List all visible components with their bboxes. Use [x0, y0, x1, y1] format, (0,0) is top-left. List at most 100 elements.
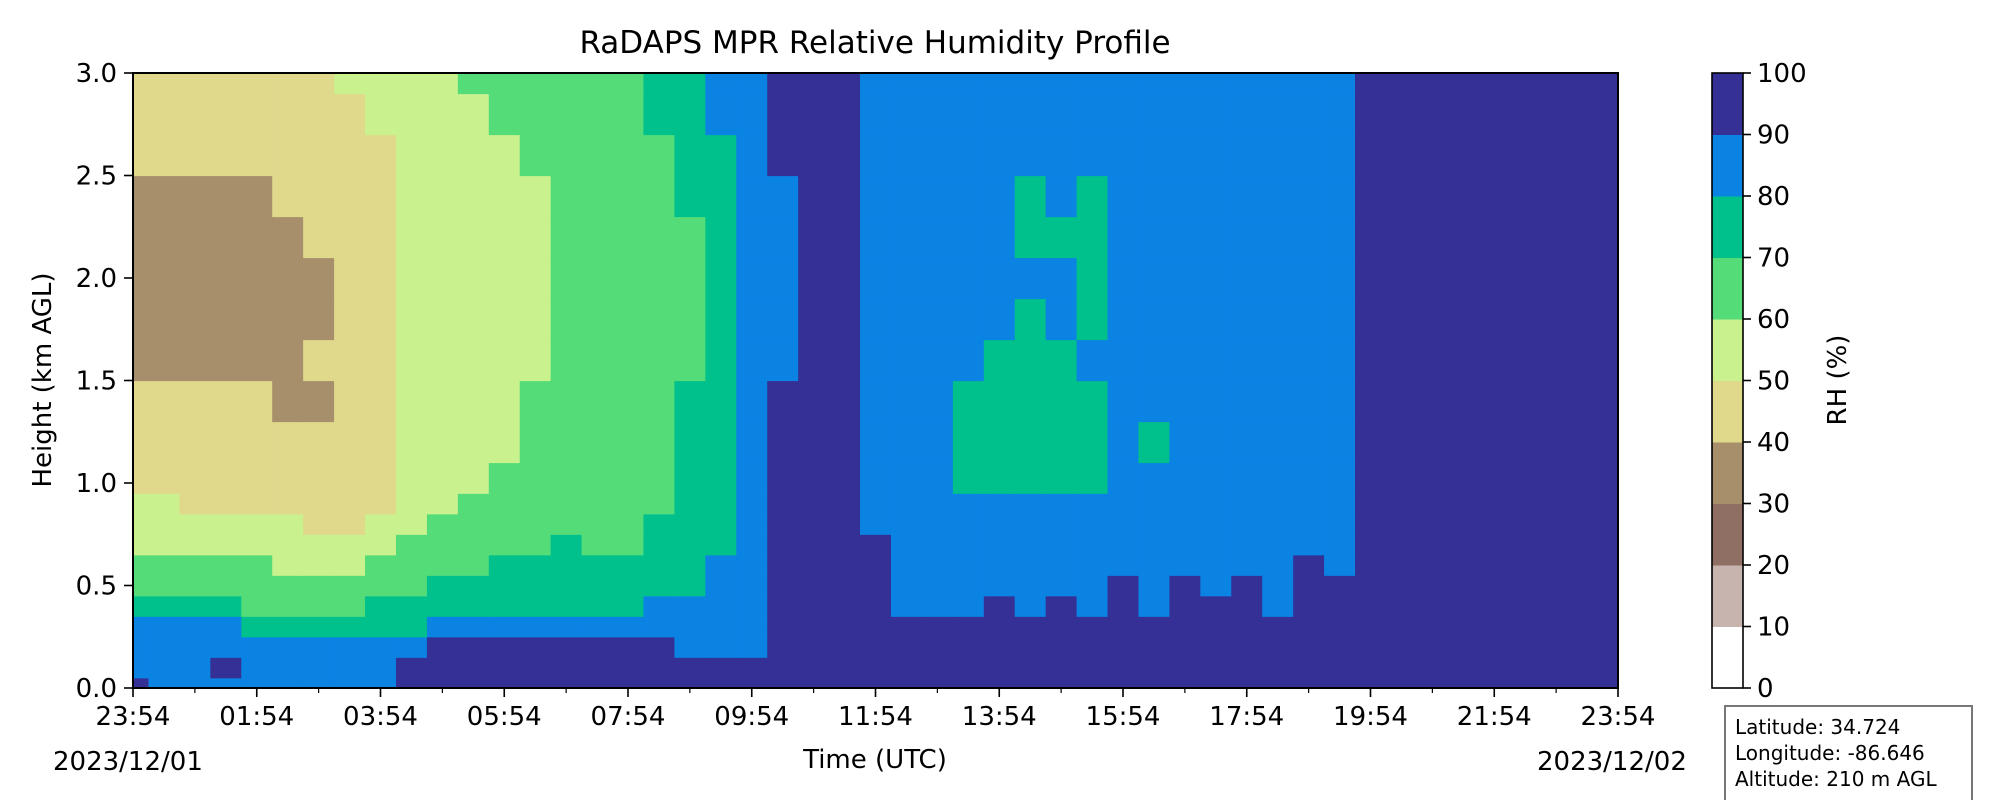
rh-cell: [1293, 175, 1325, 218]
rh-cell: [1107, 595, 1140, 617]
rh-cell: [1416, 493, 1449, 515]
rh-cell: [1416, 677, 1449, 688]
rh-cell: [860, 339, 892, 382]
rh-cell: [612, 677, 645, 688]
rh-cell: [860, 554, 892, 576]
rh-cell: [457, 575, 490, 597]
rh-cell: [365, 339, 397, 382]
rh-cell: [1045, 575, 1078, 597]
y-tick-label: 3.0: [76, 59, 117, 89]
rh-cell: [860, 421, 892, 464]
rh-cell: [1076, 257, 1109, 300]
rh-cell: [519, 616, 552, 638]
rh-cell: [1355, 73, 1387, 95]
rh-cell: [1571, 421, 1604, 464]
rh-cell: [983, 73, 1016, 95]
rh-cell: [395, 73, 428, 95]
rh-cell: [1355, 616, 1387, 638]
rh-cell: [1231, 657, 1263, 679]
rh-cell: [643, 339, 676, 382]
rh-cell: [1262, 257, 1294, 300]
rh-cell: [1478, 462, 1511, 494]
rh-cell: [488, 257, 521, 300]
rh-cell: [829, 175, 861, 218]
rh-cell: [983, 534, 1016, 556]
rh-cell: [674, 554, 706, 576]
rh-cell: [674, 595, 706, 617]
rh-cell: [148, 595, 181, 617]
rh-cell: [921, 554, 954, 576]
rh-cell: [1355, 493, 1387, 515]
rh-cell: [457, 73, 490, 95]
rh-cell: [1293, 134, 1325, 177]
rh-cell: [736, 493, 768, 515]
rh-cell: [890, 73, 923, 95]
rh-cell: [1200, 175, 1232, 218]
rh-cell: [550, 216, 583, 259]
rh-cell: [1293, 493, 1325, 515]
rh-cell: [798, 657, 830, 679]
rh-cell: [921, 93, 954, 136]
rh-cell: [272, 216, 304, 259]
rh-cell: [983, 298, 1016, 341]
rh-cell: [705, 93, 737, 136]
rh-cell: [1169, 257, 1201, 300]
rh-cell: [1447, 216, 1480, 259]
rh-cell: [767, 462, 799, 494]
rh-cell: [210, 595, 242, 617]
rh-cell: [1231, 380, 1263, 423]
rh-cell: [1138, 595, 1171, 617]
rh-cell: [1014, 534, 1047, 556]
rh-cell: [890, 493, 923, 515]
rh-cell: [581, 421, 614, 464]
rh-cell: [736, 554, 768, 576]
rh-cell: [426, 462, 459, 494]
rh-cell: [736, 134, 768, 177]
rh-cell: [1385, 554, 1418, 576]
rh-cell: [736, 462, 768, 494]
rh-cell: [1293, 616, 1325, 638]
rh-cell: [488, 534, 521, 556]
rh-cell: [210, 73, 242, 95]
rh-cell: [241, 636, 273, 658]
rh-cell: [890, 339, 923, 382]
rh-cell: [148, 216, 181, 259]
x-tick-label: 11:54: [838, 702, 913, 732]
rh-cell: [1602, 636, 1618, 658]
rh-cell: [241, 513, 273, 535]
rh-cell: [1107, 298, 1140, 341]
rh-cell: [1602, 677, 1618, 688]
rh-cell: [860, 175, 892, 218]
rh-cell: [860, 380, 892, 423]
rh-cell: [1355, 462, 1387, 494]
rh-cell: [1385, 93, 1418, 136]
rh-cell: [395, 513, 428, 535]
rh-cell: [767, 595, 799, 617]
rh-cell: [767, 513, 799, 535]
rh-cell: [1014, 175, 1047, 218]
rh-cell: [1416, 534, 1449, 556]
rh-cell: [1169, 554, 1201, 576]
rh-cell: [1200, 677, 1232, 688]
rh-cell: [952, 677, 985, 688]
rh-cell: [860, 513, 892, 535]
rh-cell: [1293, 513, 1325, 535]
rh-cell: [1169, 575, 1201, 597]
rh-cell: [179, 513, 211, 535]
rh-cell: [952, 493, 985, 515]
rh-cell: [457, 175, 490, 218]
rh-cell: [1014, 298, 1047, 341]
rh-cell: [921, 616, 954, 638]
rh-cell: [272, 575, 304, 597]
rh-cell: [272, 534, 304, 556]
rh-cell: [519, 421, 552, 464]
rh-cell: [1478, 134, 1511, 177]
rh-cell: [705, 575, 737, 597]
rh-cell: [829, 134, 861, 177]
rh-cell: [1478, 616, 1511, 638]
rh-cell: [272, 595, 304, 617]
location-info-box: Latitude: 34.724 Longitude: -86.646 Alti…: [1724, 705, 1973, 800]
rh-cell: [1200, 298, 1232, 341]
rh-cell: [1355, 257, 1387, 300]
rh-cell: [426, 595, 459, 617]
